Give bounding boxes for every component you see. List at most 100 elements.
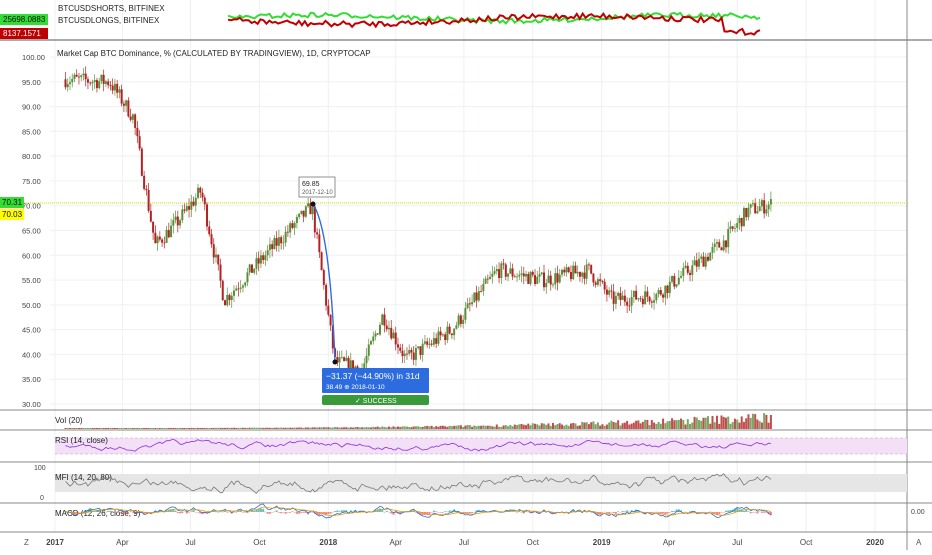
candle-body	[89, 83, 91, 84]
macd-bar	[442, 512, 444, 513]
volume-bar	[289, 428, 291, 429]
volume-bar	[527, 424, 529, 429]
candle-body	[143, 176, 145, 189]
candle-body	[536, 277, 538, 284]
candle-body	[262, 255, 264, 260]
candle-body	[617, 293, 619, 296]
volume-bar	[211, 428, 213, 429]
candle-body	[215, 255, 217, 258]
volume-bar	[235, 428, 237, 429]
volume-bar	[287, 428, 289, 429]
volume-bar	[736, 420, 738, 429]
volume-bar	[640, 423, 642, 429]
candle-body	[646, 291, 648, 296]
candle-body	[159, 237, 161, 240]
macd-bar	[617, 511, 619, 512]
volume-bar	[743, 422, 745, 429]
candle-body	[610, 290, 612, 291]
x-tick-label: Apr	[663, 538, 676, 547]
candle-body	[727, 229, 729, 247]
candle-body	[678, 278, 680, 285]
candle-body	[453, 329, 455, 335]
candle-body	[637, 298, 639, 299]
candle-body	[671, 276, 673, 282]
volume-bar	[197, 428, 199, 429]
volume-bar	[350, 427, 352, 429]
volume-bar	[408, 427, 410, 429]
candle-body	[379, 325, 381, 335]
candle-body	[166, 230, 168, 243]
auto-scale-button[interactable]: A	[916, 538, 922, 547]
macd-bar	[188, 512, 190, 513]
candle-body	[503, 263, 505, 264]
volume-bar	[217, 428, 219, 429]
macd-bar	[114, 512, 116, 513]
volume-bar	[541, 423, 543, 429]
candle-body	[184, 209, 186, 210]
second-value-tag-text: 70.03	[2, 210, 23, 219]
candle-body	[408, 350, 410, 354]
candle-body	[258, 258, 260, 263]
macd-bar	[700, 512, 702, 513]
candle-body	[249, 264, 251, 272]
candle-body	[565, 267, 567, 272]
volume-bar	[500, 427, 502, 429]
candle-body	[505, 265, 507, 277]
volume-bar	[415, 426, 417, 429]
zoom-left-button[interactable]: Z	[24, 538, 29, 547]
volume-bar	[703, 418, 705, 429]
volume-bar	[723, 417, 725, 429]
candle-body	[473, 293, 475, 303]
candle-body	[660, 290, 662, 295]
candle-body	[314, 207, 316, 233]
candle-body	[330, 315, 332, 326]
macd-bar	[280, 512, 282, 513]
candle-body	[635, 291, 637, 300]
candle-body	[222, 281, 224, 301]
volume-bar	[392, 426, 394, 429]
candle-body	[298, 214, 300, 217]
volume-bar	[738, 423, 740, 429]
x-tick-label: 2020	[866, 538, 884, 547]
macd-bar	[258, 509, 260, 512]
candle-body	[121, 89, 123, 103]
macd-bar	[255, 510, 257, 512]
volume-bar	[132, 428, 134, 429]
volume-bar	[136, 428, 138, 429]
candle-body	[482, 284, 484, 291]
candle-body	[667, 286, 669, 293]
volume-bar	[563, 426, 565, 429]
macd-bar	[100, 512, 102, 513]
candle-body	[747, 208, 749, 217]
candle-body	[651, 301, 653, 302]
macd-bar	[193, 510, 195, 512]
candle-body	[478, 291, 480, 301]
volume-bar	[734, 419, 736, 429]
volume-bar	[204, 428, 206, 429]
candle-body	[485, 279, 487, 284]
volume-bar	[750, 418, 752, 429]
macd-bar	[707, 512, 709, 513]
candle-body	[653, 300, 655, 302]
volume-bar	[139, 428, 141, 429]
macd-bar	[80, 512, 82, 513]
macd-bar	[745, 510, 747, 512]
volume-bar	[572, 423, 574, 429]
volume-bar	[368, 427, 370, 429]
volume-bar	[469, 425, 471, 429]
candle-body	[703, 257, 705, 267]
volume-bar	[163, 428, 165, 429]
macd-bar	[527, 512, 529, 513]
candle-body	[707, 257, 709, 261]
macd-bar	[725, 511, 727, 512]
candle-body	[190, 202, 192, 210]
candle-body	[269, 244, 271, 250]
candle-body	[318, 234, 320, 252]
candle-body	[460, 315, 462, 323]
volume-bar	[107, 428, 109, 429]
volume-bar	[622, 423, 624, 429]
macd-bar	[242, 512, 244, 513]
candle-body	[570, 272, 572, 279]
macd-bar	[514, 511, 516, 512]
candle-body	[125, 100, 127, 105]
